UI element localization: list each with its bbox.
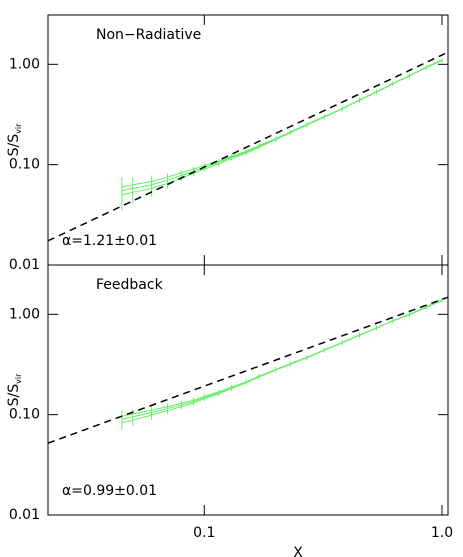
y-tick-label: 0.10 (9, 157, 40, 173)
data-line (121, 300, 443, 424)
fit-label: α=0.99±0.01 (62, 483, 157, 499)
data-line (121, 299, 443, 420)
annotation: Feedback (96, 277, 164, 293)
fit-line (47, 296, 449, 444)
y-tick-label: 1.00 (9, 56, 40, 72)
y-label-main: S/S (6, 134, 22, 157)
data-line (121, 59, 443, 192)
plot-frame (47, 14, 449, 266)
data-line (121, 59, 443, 188)
x-tick-label: 1.0 (431, 525, 453, 541)
plot-frame (47, 264, 449, 516)
annotation: Non−Radiative (96, 27, 201, 43)
y-tick-label: 0.01 (9, 257, 40, 273)
x-tick-label: 0.1 (193, 525, 215, 541)
fit-line (47, 51, 449, 242)
x-axis-label: X (293, 545, 303, 557)
data-line (121, 60, 443, 196)
fit-label: α=1.21±0.01 (62, 233, 157, 249)
y-tick-label: 0.10 (9, 407, 40, 423)
y-label-sub: vir (14, 373, 23, 384)
y-label-sub: vir (14, 123, 23, 134)
data-line (121, 299, 443, 417)
y-label-main: S/S (6, 384, 22, 407)
y-axis-label: S/Svir (6, 373, 23, 406)
y-tick-label: 0.01 (9, 507, 40, 523)
y-tick-label: 1.00 (9, 306, 40, 322)
y-axis-label: S/Svir (6, 123, 23, 156)
